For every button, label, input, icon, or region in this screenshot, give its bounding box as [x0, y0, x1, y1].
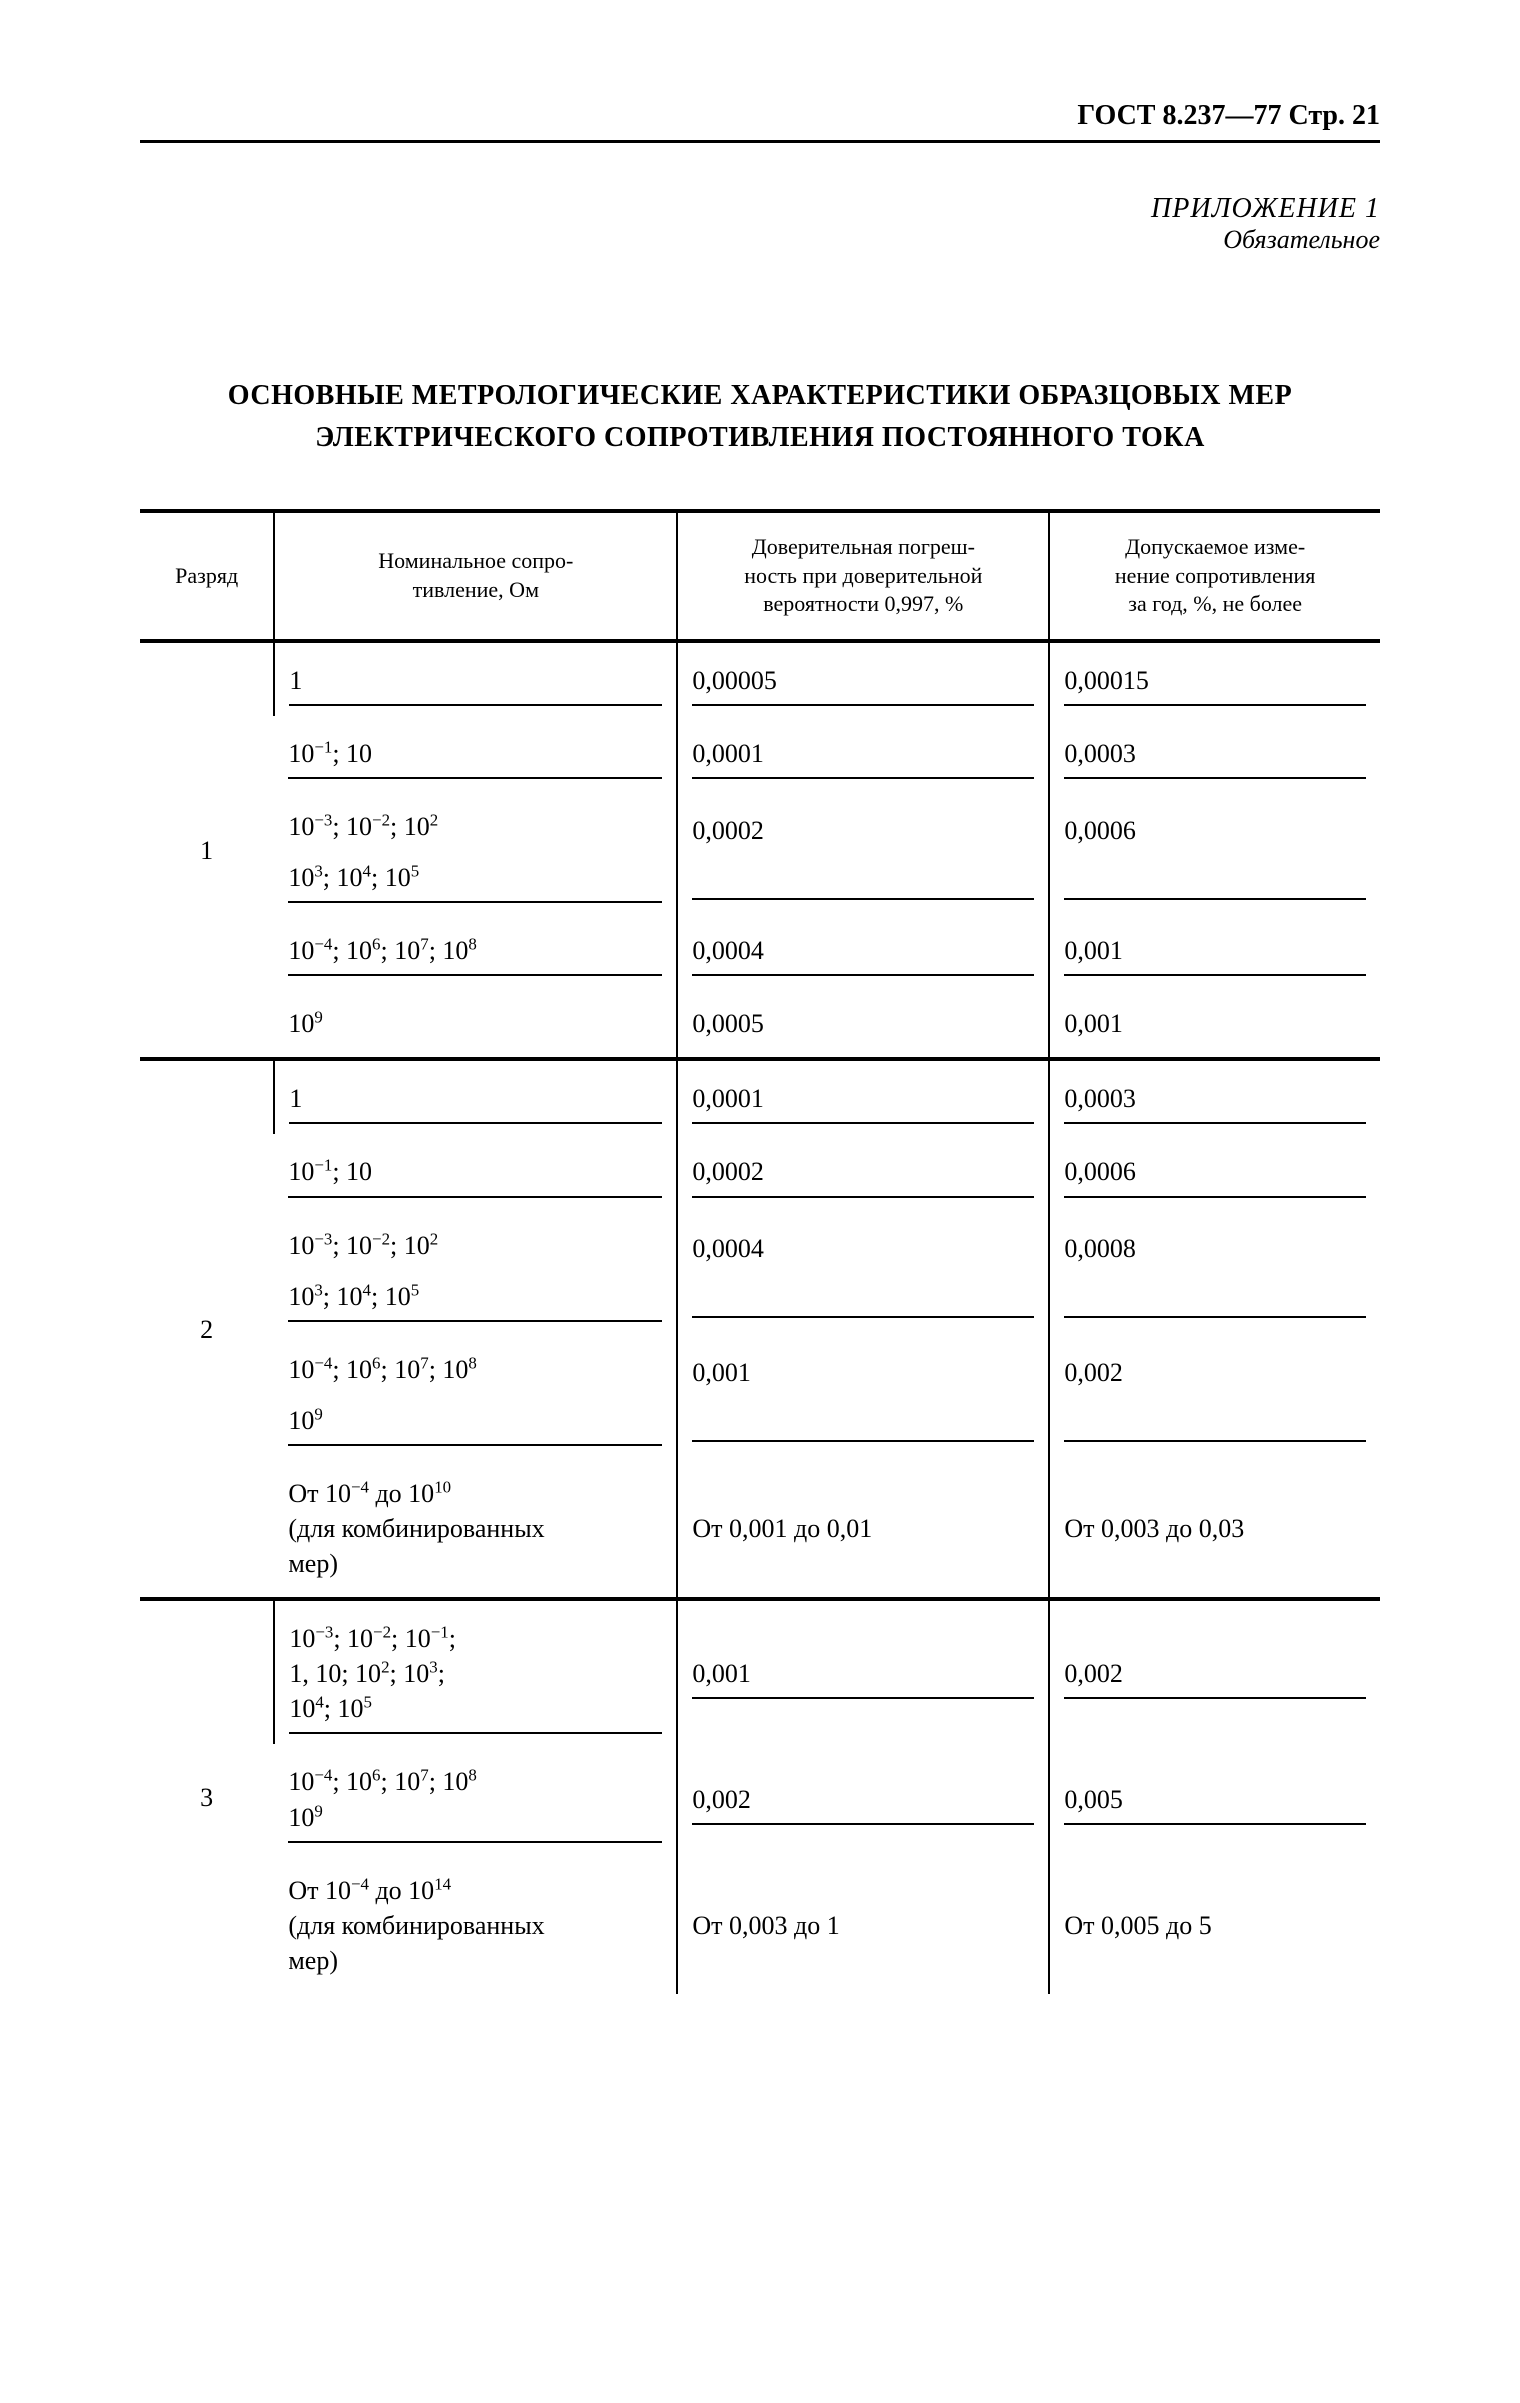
change-cell: 0,001 [1049, 913, 1380, 986]
error-cell: 0,00005 [677, 641, 1049, 716]
change-cell: 0,00015 [1049, 641, 1380, 716]
nominal-cell: От 10−4 до 1010(для комбинированныхмер) [274, 1456, 677, 1599]
rank-cell: 2 [140, 1061, 274, 1599]
nominal-cell: 10−4; 106; 107; 108 [274, 913, 677, 986]
nominal-cell: 10−1; 10 [274, 716, 677, 789]
table-row: 1090,00050,001 [140, 986, 1380, 1059]
nominal-cell: 1 [274, 1061, 677, 1134]
change-cell: От 0,003 до 0,03 [1049, 1456, 1380, 1599]
nominal-cell: 10−3; 10−2; 10−1;1, 10; 102; 103;104; 10… [274, 1601, 677, 1744]
table-row: От 10−4 до 1014(для комбинированныхмер)О… [140, 1853, 1380, 1994]
change-cell: 0,001 [1049, 986, 1380, 1059]
error-cell: 0,001 [677, 1601, 1049, 1744]
col-header-change: Допускаемое изме-нение сопротивленияза г… [1049, 511, 1380, 641]
nominal-cell: 10−4; 106; 107; 108109 [274, 1744, 677, 1852]
change-cell: 0,0003 [1049, 716, 1380, 789]
appendix-subtitle: Обязательное [140, 225, 1380, 255]
table-header-row: Разряд Номинальное сопро-тивление, Ом До… [140, 511, 1380, 641]
table-row: 10−4; 106; 107; 1081090,0010,002 [140, 1332, 1380, 1456]
nominal-cell: 109 [274, 986, 677, 1059]
table-row: 10−3; 10−2; 102103; 104; 1050,00020,0006 [140, 789, 1380, 913]
nominal-cell: 10−1; 10 [274, 1134, 677, 1207]
change-cell: 0,005 [1049, 1744, 1380, 1852]
rank-cell: 3 [140, 1601, 274, 1994]
error-cell: 0,0005 [677, 986, 1049, 1059]
error-cell: 0,002 [677, 1744, 1049, 1852]
col-header-rank: Разряд [140, 511, 274, 641]
appendix-title: ПРИЛОЖЕНИЕ 1 [140, 193, 1380, 225]
col-header-error: Доверительная погреш-ность при доверител… [677, 511, 1049, 641]
table-row: 10−3; 10−2; 102103; 104; 1050,00040,0008 [140, 1208, 1380, 1332]
change-cell: 0,0006 [1049, 1134, 1380, 1207]
appendix-block: ПРИЛОЖЕНИЕ 1 Обязательное [140, 193, 1380, 255]
change-cell: От 0,005 до 5 [1049, 1853, 1380, 1994]
page-header-ref: ГОСТ 8.237—77 Стр. 21 [140, 100, 1380, 132]
nominal-cell: 1 [274, 641, 677, 716]
table-row: 10−4; 106; 107; 1080,00040,001 [140, 913, 1380, 986]
change-cell: 0,0003 [1049, 1061, 1380, 1134]
error-cell: От 0,003 до 1 [677, 1853, 1049, 1994]
rank-cell: 1 [140, 641, 274, 1060]
nominal-cell: 10−3; 10−2; 102103; 104; 105 [274, 789, 677, 913]
change-cell: 0,0006 [1049, 789, 1380, 913]
error-cell: 0,0002 [677, 789, 1049, 913]
error-cell: 0,0001 [677, 716, 1049, 789]
table-row: 210,00010,0003 [140, 1061, 1380, 1134]
table-row: 10−1; 100,00020,0006 [140, 1134, 1380, 1207]
table-row: 110,000050,00015 [140, 641, 1380, 716]
characteristics-table: Разряд Номинальное сопро-тивление, Ом До… [140, 509, 1380, 1994]
table-row: От 10−4 до 1010(для комбинированныхмер)О… [140, 1456, 1380, 1599]
error-cell: 0,0004 [677, 1208, 1049, 1332]
change-cell: 0,002 [1049, 1601, 1380, 1744]
main-title: ОСНОВНЫЕ МЕТРОЛОГИЧЕСКИЕ ХАРАКТЕРИСТИКИ … [140, 375, 1380, 459]
error-cell: 0,001 [677, 1332, 1049, 1456]
error-cell: 0,0004 [677, 913, 1049, 986]
error-cell: 0,0002 [677, 1134, 1049, 1207]
col-header-nominal: Номинальное сопро-тивление, Ом [274, 511, 677, 641]
table-row: 10−1; 100,00010,0003 [140, 716, 1380, 789]
nominal-cell: 10−4; 106; 107; 108109 [274, 1332, 677, 1456]
table-row: 10−4; 106; 107; 1081090,0020,005 [140, 1744, 1380, 1852]
nominal-cell: 10−3; 10−2; 102103; 104; 105 [274, 1208, 677, 1332]
error-cell: От 0,001 до 0,01 [677, 1456, 1049, 1599]
change-cell: 0,002 [1049, 1332, 1380, 1456]
table-row: 310−3; 10−2; 10−1;1, 10; 102; 103;104; 1… [140, 1601, 1380, 1744]
change-cell: 0,0008 [1049, 1208, 1380, 1332]
error-cell: 0,0001 [677, 1061, 1049, 1134]
nominal-cell: От 10−4 до 1014(для комбинированныхмер) [274, 1853, 677, 1994]
header-rule [140, 140, 1380, 143]
